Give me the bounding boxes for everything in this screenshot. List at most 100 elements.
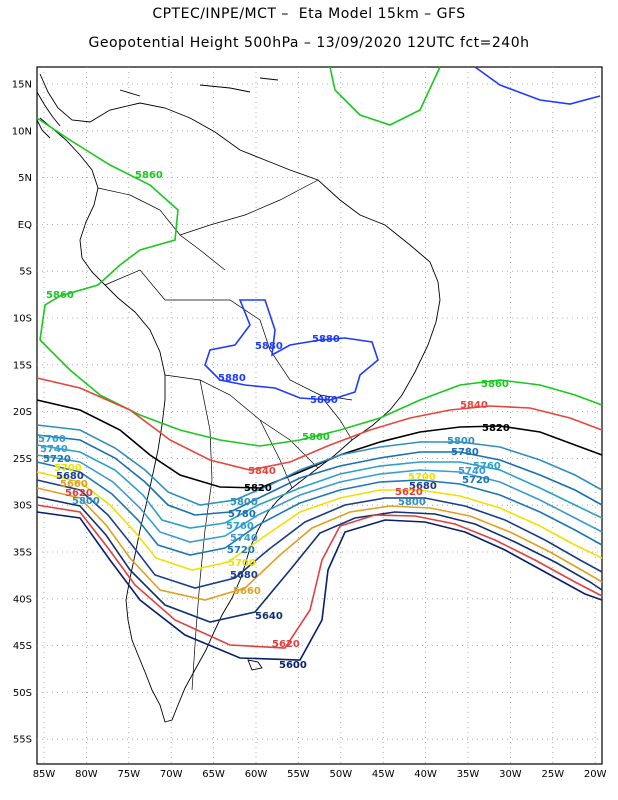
contour-label-5860: 5860	[46, 290, 74, 301]
contour-label-5760: 5760	[226, 521, 254, 532]
contour-label-5860: 5860	[481, 379, 509, 390]
contour-label-5660: 5660	[233, 586, 261, 597]
contour-5680	[36, 479, 603, 589]
contour-label-5740: 5740	[230, 533, 258, 544]
contour-label-5860: 5860	[302, 432, 330, 443]
longitude-label: 80W	[75, 769, 98, 780]
contour-label-5680: 5680	[56, 471, 84, 482]
contour-label-5620: 5620	[272, 639, 300, 650]
longitude-label: 20W	[584, 769, 607, 780]
contour-label-5800: 5800	[72, 496, 100, 507]
latitude-label: 50S	[13, 688, 32, 699]
contour-labels: 5880 5880 5880 5880 5860 5860 5860 5860 …	[38, 170, 510, 671]
contour-label-5800: 5800	[398, 497, 426, 508]
contour-5780	[36, 434, 603, 516]
contour-label-5780: 5780	[228, 509, 256, 520]
contour-label-5660: 5660	[60, 479, 88, 490]
contour-5880-north	[474, 66, 601, 105]
longitude-label: 55W	[287, 769, 310, 780]
contour-label-5640: 5640	[255, 611, 283, 622]
latitude-label: 15N	[12, 80, 32, 91]
caribbean-coastline	[119, 77, 279, 97]
contour-label-5760: 5760	[38, 434, 66, 445]
contour-label-5840: 5840	[460, 400, 488, 411]
central-america-coastline	[36, 91, 61, 139]
contour-label-5840: 5840	[248, 466, 276, 477]
latitude-label: 20S	[13, 407, 32, 418]
contour-label-5720: 5720	[462, 475, 490, 486]
latitude-label: EQ	[18, 220, 32, 231]
contour-5620	[36, 504, 603, 649]
contour-label-5880: 5880	[312, 334, 340, 345]
latitude-label: 5N	[18, 173, 32, 184]
latitude-label: 10S	[13, 314, 32, 325]
longitude-label: 30W	[499, 769, 522, 780]
longitude-label: 50W	[329, 769, 352, 780]
contour-label-5760: 5760	[473, 461, 501, 472]
longitude-label: 85W	[33, 769, 56, 780]
latitude-label: 10N	[12, 126, 32, 137]
longitude-label: 75W	[117, 769, 140, 780]
longitude-label: 70W	[160, 769, 183, 780]
latitude-label: 15S	[13, 360, 32, 371]
falklands-coastline	[247, 659, 263, 671]
longitude-label: 65W	[202, 769, 225, 780]
contour-label-5700: 5700	[54, 463, 82, 474]
contour-label-5880: 5880	[218, 373, 246, 384]
contour-label-5700: 5700	[228, 558, 256, 569]
contour-label-5800: 5800	[230, 497, 258, 508]
contour-label-5680: 5680	[409, 481, 437, 492]
country-borders	[97, 179, 353, 691]
contour-label-5680: 5680	[230, 570, 258, 581]
lat-lon-grid	[37, 67, 602, 764]
contour-label-5740: 5740	[458, 466, 486, 477]
contour-5600	[36, 511, 603, 661]
latitude-labels: 15N 10N 5N EQ 5S 10S 15S 20S 25S 30S 35S 40S 45S 50S 5…	[12, 80, 32, 746]
contour-label-5820: 5820	[244, 483, 272, 494]
contour-label-5720: 5720	[227, 545, 255, 556]
contour-layer	[36, 66, 603, 661]
latitude-label: 25S	[13, 454, 32, 465]
latitude-label: 5S	[19, 267, 32, 278]
contour-label-5600: 5600	[279, 660, 307, 671]
contour-label-5820: 5820	[482, 423, 510, 434]
longitude-label: 45W	[372, 769, 395, 780]
contour-5840	[36, 377, 603, 471]
latitude-label: 30S	[13, 501, 32, 512]
map-frame	[36, 66, 603, 765]
contour-5800	[36, 424, 603, 506]
contour-label-5620: 5620	[65, 488, 93, 499]
contour-label-5880: 5880	[255, 341, 283, 352]
contour-5860-north	[36, 117, 179, 341]
longitude-labels: 85W 80W 75W 70W 65W 60W 55W 50W 45W 40W 35W 30W 25W 2…	[33, 769, 607, 780]
contour-5760	[36, 444, 603, 529]
latitude-label: 45S	[13, 641, 32, 652]
contour-label-5620: 5620	[395, 487, 423, 498]
contour-5740	[36, 454, 603, 543]
map-title-line-1: CPTEC/INPE/MCT – Eta Model 15km – GFS	[152, 6, 466, 22]
contour-label-5740: 5740	[40, 444, 68, 455]
latitude-label: 55S	[13, 735, 32, 746]
contour-label-5880: 5880	[310, 395, 338, 406]
longitude-label: 40W	[414, 769, 437, 780]
contour-5640	[36, 496, 603, 623]
contour-5880-central	[204, 299, 379, 401]
latitude-label: 35S	[13, 548, 32, 559]
contour-label-5720: 5720	[43, 454, 71, 465]
contour-label-5780: 5780	[451, 447, 479, 458]
contour-5700	[36, 471, 603, 571]
contour-5660	[36, 487, 603, 601]
longitude-label: 60W	[245, 769, 268, 780]
longitude-label: 35W	[457, 769, 480, 780]
contour-label-5800: 5800	[447, 436, 475, 447]
contour-5720	[36, 461, 603, 556]
coastline-layer	[36, 73, 441, 723]
contour-label-5860: 5860	[135, 170, 163, 181]
contour-label-5700: 5700	[408, 472, 436, 483]
latitude-label: 40S	[13, 594, 32, 605]
contour-5820	[36, 399, 603, 489]
map-title-line-2: Geopotential Height 500hPa – 13/09/2020 …	[88, 35, 530, 51]
contour-5860-top	[329, 66, 441, 126]
longitude-label: 25W	[541, 769, 564, 780]
